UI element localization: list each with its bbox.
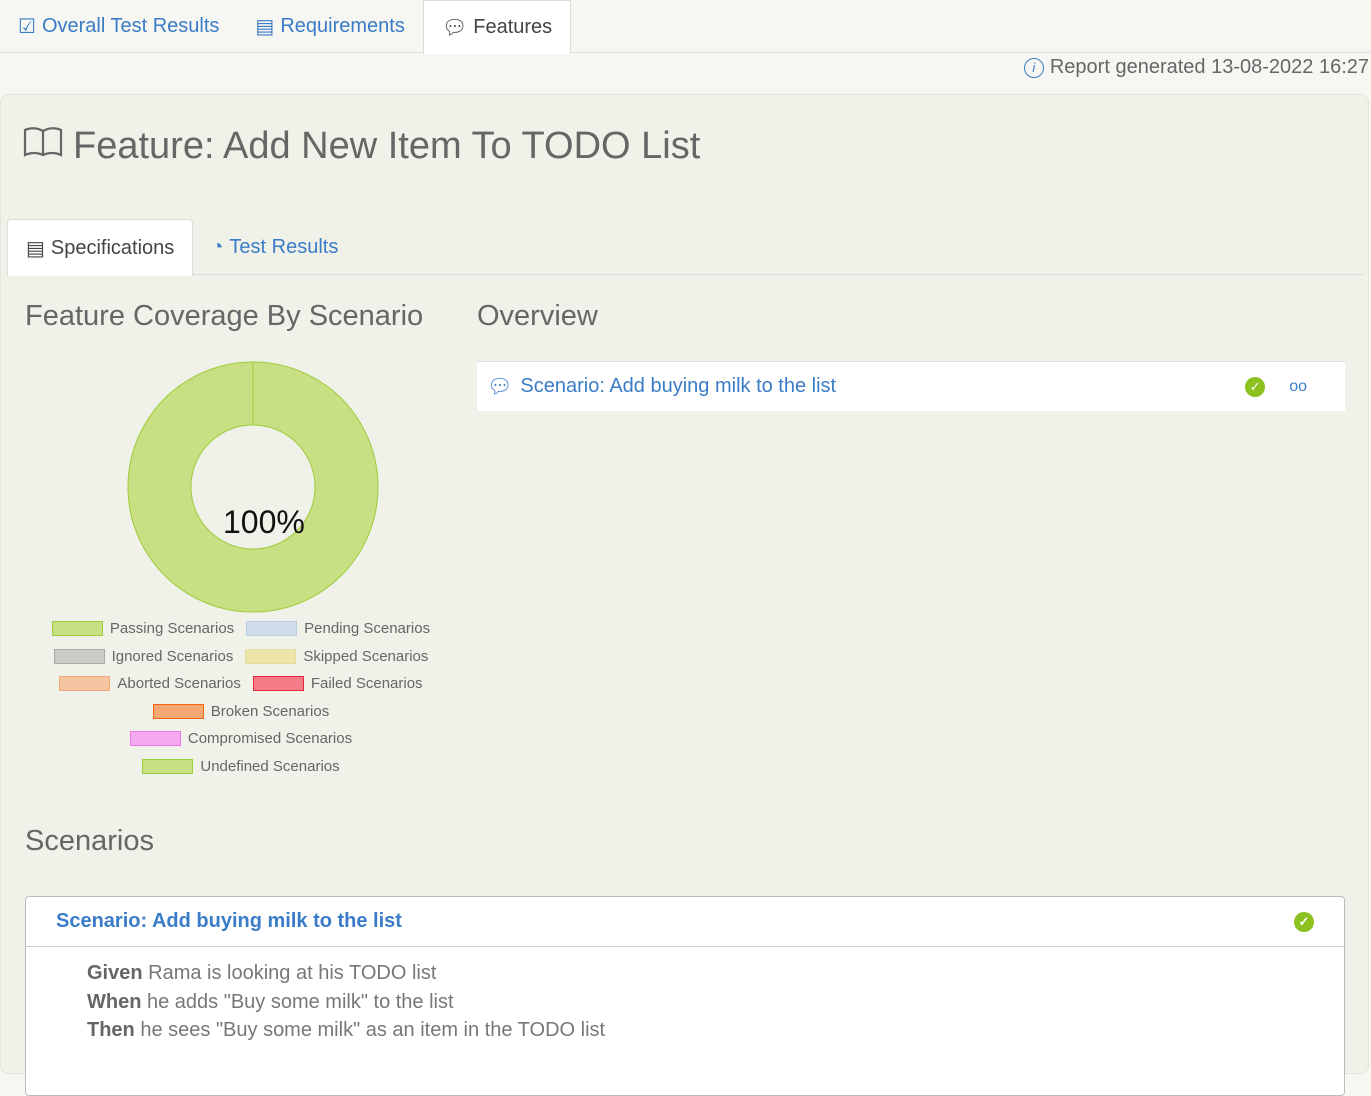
report-generated: i Report generated 13-08-2022 16:27 bbox=[1023, 56, 1369, 79]
notebook-icon: ▤ bbox=[255, 16, 275, 38]
tab-specifications[interactable]: ▤ Specifications bbox=[7, 219, 194, 276]
scenarios-heading: Scenarios bbox=[25, 825, 154, 857]
legend-swatch bbox=[246, 621, 298, 637]
passed-check-icon: ✓ bbox=[1294, 911, 1314, 932]
legend-label: Undefined Scenarios bbox=[200, 757, 340, 775]
legend-item[interactable]: Aborted Scenarios bbox=[59, 675, 241, 693]
feature-subtabs: ▤ Specifications ◔ Test Results bbox=[7, 219, 1364, 276]
legend-row: Ignored Scenarios Skipped Scenarios bbox=[21, 643, 461, 671]
legend-item[interactable]: Ignored Scenarios bbox=[53, 647, 234, 665]
chart-legend: Passing Scenarios Pending Scenarios Ignore… bbox=[21, 615, 461, 780]
legend-item[interactable]: Passing Scenarios bbox=[51, 620, 235, 638]
step-then: Then he sees "Buy some milk" as an item … bbox=[87, 1019, 606, 1041]
legend-row: Passing Scenarios Pending Scenarios bbox=[21, 615, 461, 643]
legend-label: Ignored Scenarios bbox=[111, 647, 234, 665]
nav-overall-test-results[interactable]: ☑ Overall Test Results bbox=[18, 15, 220, 38]
legend-label: Failed Scenarios bbox=[310, 675, 423, 693]
legend-label: Pending Scenarios bbox=[304, 620, 431, 638]
legend-swatch bbox=[142, 758, 194, 774]
legend-row: Aborted Scenarios Failed Scenarios bbox=[21, 670, 461, 698]
legend-label: Compromised Scenarios bbox=[187, 730, 353, 748]
notebook-icon: ▤ bbox=[26, 237, 45, 260]
nav-requirements[interactable]: ▤ Requirements bbox=[255, 15, 405, 38]
legend-swatch bbox=[152, 703, 204, 719]
donut-center-label: 100% bbox=[223, 504, 305, 540]
speech-bubble-icon: 💬︎ bbox=[441, 17, 468, 39]
step-given: Given Rama is looking at his TODO list bbox=[87, 962, 437, 984]
legend-item[interactable]: Skipped Scenarios bbox=[245, 648, 428, 665]
legend-swatch bbox=[51, 621, 103, 637]
legend-swatch bbox=[245, 648, 297, 664]
legend-item[interactable]: Undefined Scenarios bbox=[142, 757, 340, 775]
legend-item[interactable]: Failed Scenarios bbox=[252, 675, 423, 693]
glasses-icon[interactable]: oo bbox=[1289, 377, 1307, 395]
legend-item[interactable]: Broken Scenarios bbox=[152, 702, 330, 720]
feature-title: Feature: Add New Item To TODO List bbox=[23, 125, 700, 168]
passed-check-icon: ✓ bbox=[1245, 376, 1266, 397]
legend-swatch bbox=[53, 648, 105, 664]
step-when: When he adds "Buy some milk" to the list bbox=[87, 990, 454, 1013]
coverage-donut-chart bbox=[127, 361, 379, 613]
scenario-card-header[interactable]: Scenario: Add buying milk to the list ✓ bbox=[26, 897, 1344, 947]
legend-swatch bbox=[252, 676, 304, 692]
coverage-heading: Feature Coverage By Scenario bbox=[25, 300, 424, 332]
legend-row: Broken Scenarios bbox=[21, 698, 461, 726]
legend-swatch bbox=[129, 731, 181, 747]
legend-row: Compromised Scenarios bbox=[21, 725, 461, 753]
legend-item[interactable]: Pending Scenarios bbox=[246, 620, 430, 637]
scenario-card: Scenario: Add buying milk to the list ✓ G… bbox=[25, 896, 1345, 1096]
legend-label: Passing Scenarios bbox=[109, 620, 235, 638]
info-icon: i bbox=[1023, 57, 1044, 78]
top-nav: ☑ Overall Test Results ▤ Requirements 💬︎ Fe… bbox=[0, 0, 1371, 54]
legend-item[interactable]: Compromised Scenarios bbox=[129, 730, 353, 748]
legend-label: Aborted Scenarios bbox=[117, 675, 241, 693]
overview-scenario-row[interactable]: 💬︎ Scenario: Add buying milk to the list… bbox=[477, 361, 1345, 411]
tab-test-results[interactable]: ◔ Test Results bbox=[211, 235, 339, 258]
legend-label: Skipped Scenarios bbox=[303, 647, 429, 665]
legend-row: Undefined Scenarios bbox=[21, 753, 461, 781]
nav-features[interactable]: 💬︎ Features bbox=[422, 0, 572, 54]
speech-bubble-icon: 💬︎ bbox=[487, 376, 513, 398]
overview-scenario-link[interactable]: Scenario: Add buying milk to the list bbox=[520, 375, 837, 397]
book-icon bbox=[23, 125, 63, 168]
donut-slice-passing bbox=[127, 361, 379, 613]
overview-heading: Overview bbox=[477, 300, 598, 332]
feature-panel: Feature: Add New Item To TODO List ▤ Spec… bbox=[0, 94, 1369, 1096]
dashboard-gauge-icon: ◔ bbox=[211, 235, 224, 258]
legend-label: Broken Scenarios bbox=[210, 702, 330, 720]
checklist-icon: ☑ bbox=[18, 16, 36, 38]
legend-swatch bbox=[59, 676, 111, 692]
scenario-steps: Given Rama is looking at his TODO list W… bbox=[26, 947, 1344, 1045]
